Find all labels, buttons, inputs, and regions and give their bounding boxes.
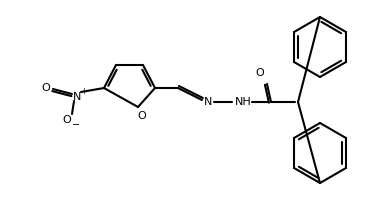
Text: −: − bbox=[72, 120, 80, 130]
Text: O: O bbox=[63, 115, 71, 125]
Text: N: N bbox=[204, 97, 212, 107]
Text: NH: NH bbox=[235, 97, 251, 107]
Text: N: N bbox=[73, 92, 81, 102]
Text: O: O bbox=[256, 68, 264, 78]
Text: +: + bbox=[81, 86, 87, 95]
Text: O: O bbox=[138, 111, 146, 121]
Text: O: O bbox=[42, 83, 50, 93]
